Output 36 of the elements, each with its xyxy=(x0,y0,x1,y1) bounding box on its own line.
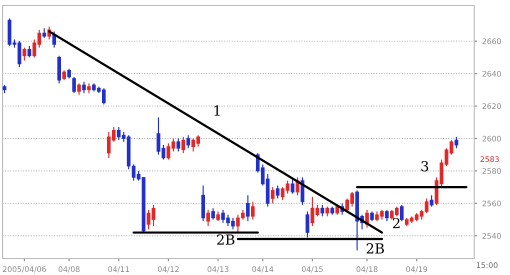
candlestick xyxy=(82,81,86,94)
annotation: 3 xyxy=(421,160,428,172)
candlestick xyxy=(454,136,458,149)
candlestick xyxy=(42,28,46,38)
candlestick xyxy=(320,204,324,217)
candlestick xyxy=(306,210,310,238)
candlestick xyxy=(57,55,61,84)
candlestick xyxy=(22,47,26,62)
candlestick xyxy=(276,184,280,200)
annotation: 2B xyxy=(366,243,384,254)
candlestick xyxy=(370,210,374,222)
candlestick xyxy=(62,70,66,81)
candlestick xyxy=(186,134,190,149)
annotation: 2B xyxy=(217,234,234,245)
candlestick xyxy=(211,208,215,220)
candlestick xyxy=(67,68,71,80)
candlestick xyxy=(28,45,32,58)
candlestick xyxy=(72,76,76,94)
candlestick xyxy=(400,204,404,222)
candlestick xyxy=(87,82,91,94)
candlestick xyxy=(385,209,389,222)
candlestick xyxy=(181,136,186,154)
candlestick xyxy=(206,209,210,227)
candlestick xyxy=(270,186,275,204)
candlestick xyxy=(325,206,330,217)
candlestick xyxy=(430,194,434,208)
candlestick xyxy=(250,201,255,220)
annotation: 2 xyxy=(392,218,400,228)
candlestick xyxy=(246,194,250,222)
candlestick xyxy=(176,138,180,152)
candlestick xyxy=(216,210,220,222)
candlestick xyxy=(201,184,206,222)
candlestick xyxy=(77,82,81,96)
candlestick xyxy=(300,176,304,206)
candlestick xyxy=(290,178,294,194)
annotation: 1 xyxy=(214,105,220,116)
